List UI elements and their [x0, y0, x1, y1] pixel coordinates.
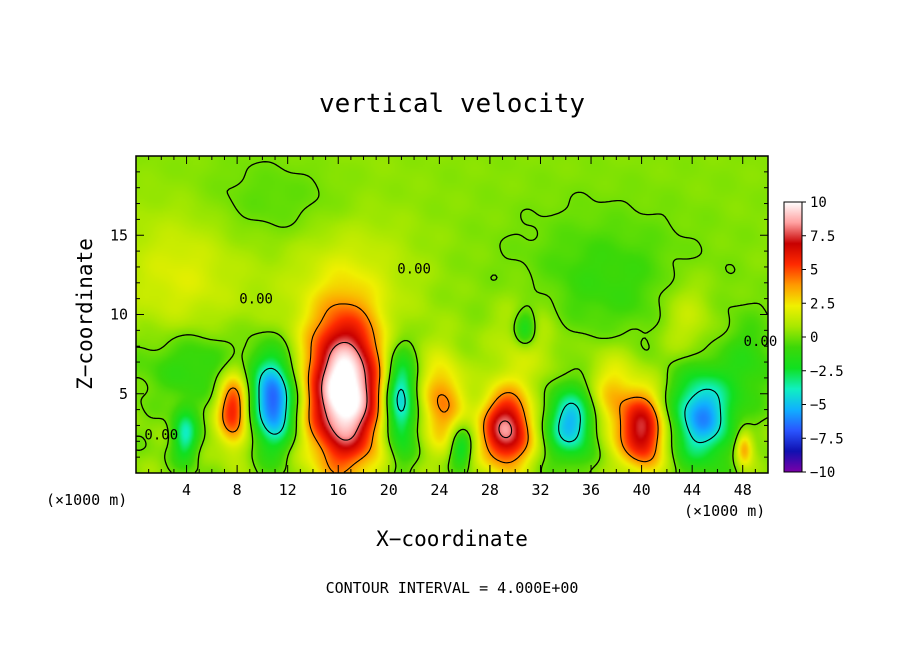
- y-axis-label: Z−coordinate: [73, 238, 97, 390]
- x-tick-label: 32: [531, 481, 549, 499]
- velocity-field: [136, 156, 768, 473]
- x-tick-label: 4: [182, 481, 191, 499]
- x-tick-label: 44: [683, 481, 701, 499]
- contour-label: 0.00: [239, 291, 273, 307]
- colorbar-tick-label: −2.5: [810, 364, 844, 380]
- contour-label: 0.00: [397, 261, 431, 277]
- colorbar-tick-label: 7.5: [810, 229, 835, 245]
- x-tick-label: 24: [430, 481, 448, 499]
- colorbar-tick-label: −10: [810, 465, 835, 481]
- x-tick-label: 12: [279, 481, 297, 499]
- y-tick-label: 10: [110, 306, 128, 324]
- colorbar-tick-label: 2.5: [810, 296, 835, 312]
- x-axis-ticks: 4 8 12 16 20 24 28 32 36 40 44 48: [148, 156, 756, 499]
- colorbar-tick-label: −7.5: [810, 431, 844, 447]
- x-tick-label: 48: [734, 481, 752, 499]
- plot-area: 0.00 0.00 0.00 0.00: [135, 155, 777, 474]
- colorbar-scale: [783, 201, 803, 473]
- x-unit-left: (×1000 m): [46, 491, 127, 509]
- contour-line-level-neg4: [258, 367, 722, 444]
- contour-interval-footer: CONTOUR INTERVAL = 4.000E+00: [326, 579, 579, 597]
- x-tick-label: 36: [582, 481, 600, 499]
- contour-line-level-0: [136, 161, 768, 473]
- y-tick-label: 15: [110, 226, 128, 244]
- colorbar-tick-label: 5: [810, 263, 818, 279]
- colorbar-tick-label: −5: [810, 398, 827, 414]
- chart-title: vertical velocity: [319, 89, 585, 119]
- x-axis-label: X−coordinate: [376, 527, 528, 551]
- y-tick-label: 5: [119, 385, 128, 403]
- contour-label: 0.00: [744, 334, 778, 350]
- colorbar-tick-label: 10: [810, 195, 827, 211]
- x-tick-label: 40: [633, 481, 651, 499]
- x-tick-label: 20: [380, 481, 398, 499]
- x-tick-label: 16: [329, 481, 347, 499]
- colorbar-ticks: 10 7.5 5 2.5 0 −2.5 −5 −7.5 −10: [802, 195, 844, 481]
- contour-line-level-8: [321, 341, 513, 441]
- colorbar: 10 7.5 5 2.5 0 −2.5 −5 −7.5 −10: [783, 195, 844, 481]
- contour-line-level-4: [222, 303, 659, 473]
- y-axis-ticks: 5 10 15: [110, 171, 768, 458]
- x-tick-label: 8: [233, 481, 242, 499]
- x-unit-right: (×1000 m): [684, 502, 765, 520]
- x-tick-label: 28: [481, 481, 499, 499]
- contour-label: 0.00: [144, 428, 178, 444]
- contour-labels: 0.00 0.00 0.00 0.00: [144, 261, 777, 443]
- colorbar-tick-label: 0: [810, 330, 818, 346]
- contour-lines: [136, 161, 768, 473]
